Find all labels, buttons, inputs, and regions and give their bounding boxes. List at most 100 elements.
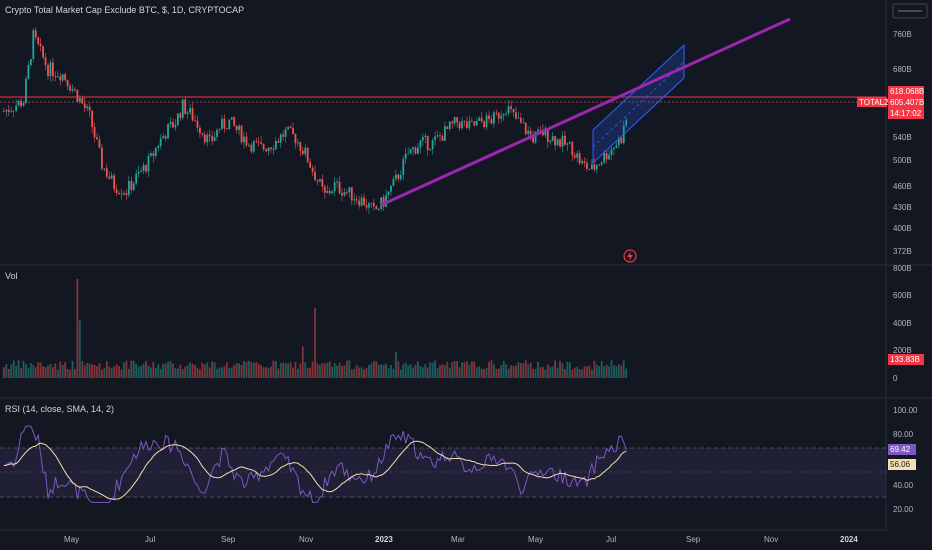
candle [179, 113, 182, 118]
candle [159, 138, 162, 146]
volume-bar [184, 366, 187, 378]
volume-bar [495, 369, 498, 378]
candle [311, 167, 314, 172]
volume-bar [583, 366, 586, 378]
candle [145, 164, 147, 172]
candle [137, 171, 140, 174]
volume-bar [189, 362, 191, 378]
candle [375, 206, 378, 210]
candle [326, 190, 329, 193]
candle [194, 120, 196, 122]
candle [248, 144, 250, 146]
candle [436, 135, 439, 137]
volume-bar [331, 366, 334, 378]
volume-bar [512, 365, 515, 378]
settings-icon[interactable] [892, 3, 928, 19]
volume-bar [470, 361, 473, 378]
volume-bar [466, 361, 468, 378]
price-tick: 400B [893, 224, 912, 233]
volume-bar [32, 364, 35, 378]
candle [591, 164, 593, 170]
volume-bar [194, 364, 196, 378]
volume-bar [93, 364, 96, 378]
candle [235, 125, 238, 130]
candle [453, 117, 456, 124]
volume-bar [529, 362, 532, 378]
candle [319, 179, 321, 182]
volume-bar [537, 361, 539, 378]
volume-bar [108, 366, 111, 378]
volume-bar [25, 363, 27, 378]
candle [522, 122, 525, 124]
candle [527, 130, 530, 135]
volume-bar [461, 362, 463, 378]
candle [333, 182, 336, 192]
candle [444, 126, 446, 141]
volume-bar [39, 362, 42, 378]
volume-tick: 0 [893, 374, 898, 383]
candle [434, 136, 436, 141]
volume-bar [549, 366, 552, 378]
volume-bar [328, 361, 331, 378]
volume-bar [493, 364, 495, 378]
rsi-tick: 40.00 [893, 481, 914, 490]
volume-bar [534, 369, 537, 378]
volume-bar [145, 360, 147, 378]
volume-bar [179, 364, 182, 378]
volume-bar [81, 361, 84, 378]
volume-bar [69, 369, 71, 378]
volume-bar [142, 363, 145, 378]
volume-bar [387, 368, 390, 378]
volume-bar [421, 367, 424, 378]
volume-bar [402, 364, 405, 378]
candle [147, 155, 150, 172]
candle [25, 79, 27, 103]
candle [409, 149, 412, 154]
volume-bar [56, 369, 59, 378]
trendline[interactable] [380, 17, 791, 207]
volume-bar [167, 361, 169, 378]
candle [372, 203, 375, 207]
candle [323, 186, 326, 193]
svg-text:618.068B: 618.068B [890, 87, 924, 96]
volume-badge: 133.83B [888, 354, 924, 365]
candle [265, 149, 267, 152]
volume-bar [113, 366, 116, 378]
candle [593, 164, 596, 170]
volume-bar [221, 367, 223, 378]
volume-bar [350, 369, 353, 378]
price-tick: 540B [893, 133, 912, 142]
volume-bar [34, 367, 37, 378]
volume-bar [277, 368, 280, 378]
candle [7, 109, 10, 112]
volume-bar [551, 366, 554, 378]
svg-text:14:17:02: 14:17:02 [890, 109, 922, 118]
lightning-icon[interactable] [623, 249, 637, 263]
volume-tick: 600B [893, 291, 912, 300]
volume-bar [230, 367, 233, 378]
candle [510, 106, 512, 109]
volume-bar [238, 363, 240, 378]
candle [336, 181, 338, 183]
volume-bar [248, 360, 250, 378]
volume-bar [115, 364, 118, 378]
volume-bar [444, 365, 446, 378]
volume-bar [527, 364, 530, 378]
symbol-badge[interactable]: TOTAL2 [857, 97, 889, 107]
candle [539, 129, 542, 131]
volume-bar [172, 363, 174, 378]
volume-bar [228, 367, 231, 378]
candle [417, 147, 419, 154]
candle [20, 100, 22, 106]
candle [230, 117, 233, 120]
volume-bar [605, 364, 608, 378]
time-tick: Sep [221, 535, 236, 544]
candle [22, 102, 25, 106]
volume-bar [581, 369, 583, 378]
candle [578, 153, 581, 164]
volume-bar [27, 367, 30, 378]
volume-bar [5, 364, 8, 378]
candle [353, 199, 356, 201]
volume-bar [162, 363, 165, 378]
